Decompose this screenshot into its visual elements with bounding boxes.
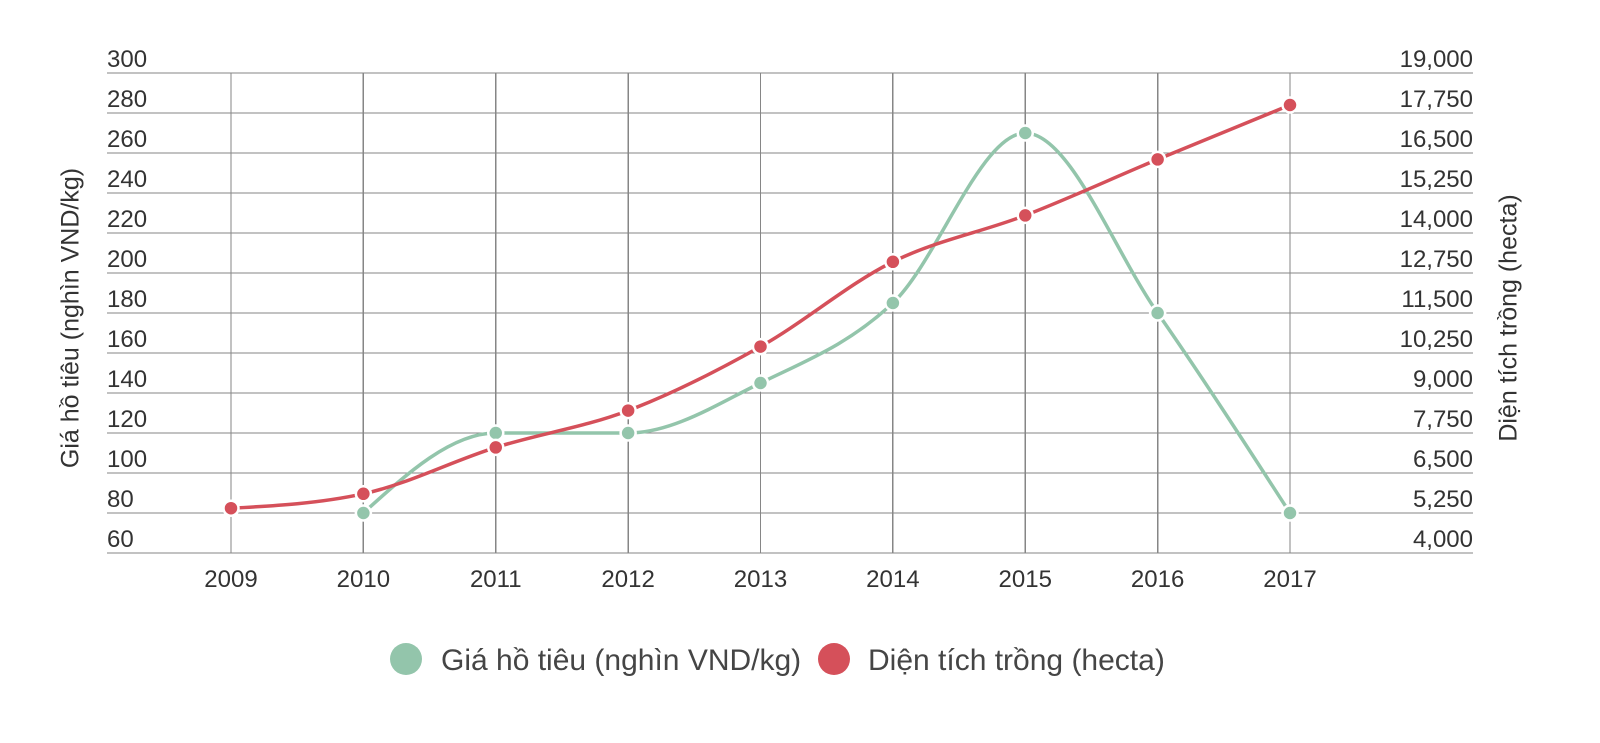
y-axis-left-tick-label: 200: [107, 246, 147, 273]
x-axis-tick-label: 2011: [470, 566, 522, 593]
area-series: [222, 96, 1299, 517]
x-axis-tick-label: 2015: [999, 566, 1052, 593]
price-line: [361, 131, 1292, 515]
y-axis-left-tick-label: 280: [107, 86, 147, 113]
y-axis-left-tick-label: 120: [107, 406, 147, 433]
price-series: [354, 124, 1299, 522]
area-point-2009: [222, 499, 240, 517]
x-axis-tick-label: 2010: [337, 566, 390, 593]
price-point-2016: [1148, 304, 1167, 322]
price-point-2014: [884, 294, 902, 312]
legend-item-price: Giá hồ tiêu (nghìn VND/kg): [390, 643, 801, 677]
y-axis-right-tick-label: 7,750: [1413, 406, 1473, 433]
legend-swatch-price: [390, 643, 422, 675]
legend-item-area: Diện tích trồng (hecta): [818, 643, 1165, 677]
area-point-2011: [487, 438, 505, 457]
x-axis-tick-label: 2013: [734, 566, 787, 593]
y-axis-right-tick-label: 16,500: [1400, 126, 1473, 153]
y-axis-right-tick-label: 10,250: [1400, 326, 1473, 353]
y-axis-left-ticks: 300 280 260 240 220 200 180 160 140 120 100 80 60: [107, 46, 147, 553]
x-axis-tick-label: 2009: [204, 566, 257, 593]
price-point-2011: [487, 424, 505, 442]
legend-label-price: Giá hồ tiêu (nghìn VND/kg): [441, 644, 801, 677]
y-axis-left-tick-label: 240: [107, 166, 147, 193]
price-point-2010: [354, 504, 373, 522]
y-axis-right-tick-label: 5,250: [1413, 486, 1473, 513]
price-point-2012: [619, 424, 637, 442]
y-axis-left-tick-label: 60: [107, 526, 134, 553]
area-point-2017: [1281, 96, 1299, 114]
area-point-2016: [1148, 150, 1167, 169]
price-point-2017: [1281, 504, 1299, 522]
x-axis-tick-label: 2012: [601, 566, 654, 593]
legend-label-area: Diện tích trồng (hecta): [868, 644, 1165, 677]
y-axis-left-tick-label: 300: [107, 46, 147, 73]
y-axis-left-tick-label: 180: [107, 286, 147, 313]
y-axis-right-tick-label: 4,000: [1413, 526, 1473, 553]
y-axis-right-tick-label: 12,750: [1400, 246, 1473, 273]
y-axis-left-tick-label: 260: [107, 126, 147, 153]
y-axis-right-ticks: 19,000 17,750 16,500 15,250 14,000 12,750 11,5…: [1400, 46, 1473, 553]
y-axis-right-title: Diện tích trồng (hecta): [1495, 194, 1523, 441]
y-axis-left-tick-label: 160: [107, 326, 147, 353]
x-axis-tick-label: 2016: [1131, 566, 1184, 593]
legend-swatch-area: [818, 643, 850, 675]
y-axis-left-tick-label: 80: [107, 486, 134, 513]
area-point-2015: [1016, 206, 1034, 225]
series: [222, 96, 1299, 522]
area-point-2014: [884, 253, 902, 271]
y-axis-right-tick-label: 11,500: [1401, 286, 1473, 313]
y-axis-right-tick-label: 17,750: [1400, 86, 1473, 113]
y-axis-right-tick-label: 6,500: [1413, 446, 1473, 473]
y-axis-left-tick-label: 220: [107, 206, 147, 233]
y-axis-left-title: Giá hồ tiêu (nghìn VND/kg): [57, 168, 85, 468]
y-axis-right-tick-label: 15,250: [1400, 166, 1473, 193]
y-axis-right-tick-label: 9,000: [1413, 366, 1473, 393]
y-axis-right-tick-label: 19,000: [1400, 46, 1473, 73]
x-axis-tick-label: 2017: [1263, 566, 1316, 593]
area-point-2012: [619, 401, 637, 420]
price-point-2015: [1016, 124, 1034, 142]
y-axis-left-tick-label: 100: [107, 446, 147, 473]
x-axis-ticks: 2009 2010 2011 2012 2013 2014 2015 2016 2017: [204, 566, 1316, 593]
legend: Giá hồ tiêu (nghìn VND/kg) Diện tích trồ…: [390, 643, 1165, 677]
area-point-2010: [354, 485, 373, 503]
x-axis-tick-label: 2014: [866, 566, 919, 593]
price-point-2013: [751, 374, 770, 392]
grid: [107, 72, 1473, 554]
y-axis-left-tick-label: 140: [107, 366, 147, 393]
y-axis-right-tick-label: 14,000: [1400, 206, 1473, 233]
area-point-2013: [751, 337, 770, 356]
